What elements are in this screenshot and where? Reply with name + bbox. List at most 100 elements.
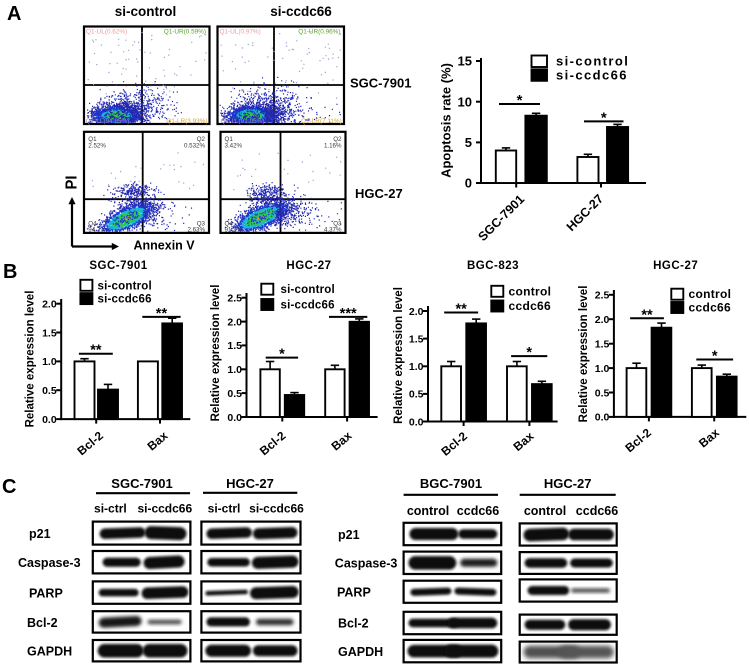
svg-text:**: **: [641, 307, 653, 323]
svg-text:C: C: [2, 476, 16, 498]
svg-text:Bcl-2: Bcl-2: [338, 617, 369, 631]
svg-text:**: **: [90, 343, 102, 359]
svg-text:*: *: [517, 92, 523, 109]
svg-text:ccdc66: ccdc66: [509, 299, 552, 313]
svg-text:si-control: si-control: [98, 280, 152, 292]
svg-text:HGC-27: HGC-27: [226, 476, 274, 491]
svg-text:3.42%: 3.42%: [225, 143, 243, 150]
svg-text:p21: p21: [29, 527, 51, 541]
svg-text:PARP: PARP: [29, 587, 63, 601]
svg-text:*: *: [712, 349, 718, 365]
svg-text:si-control: si-control: [115, 4, 177, 19]
svg-text:*: *: [526, 345, 532, 361]
svg-text:si-ccdc66: si-ccdc66: [281, 300, 335, 312]
svg-text:*: *: [279, 347, 285, 363]
svg-text:Q2: Q2: [197, 136, 206, 143]
svg-text:Caspase-3: Caspase-3: [18, 556, 81, 570]
svg-text:si-ccdc66: si-ccdc66: [98, 294, 152, 306]
svg-text:HGC-27: HGC-27: [286, 260, 331, 272]
svg-text:0.5: 0.5: [42, 385, 57, 397]
svg-text:5: 5: [465, 135, 472, 150]
svg-text:si-control: si-control: [556, 54, 629, 69]
svg-text:Q1: Q1: [225, 136, 234, 143]
svg-text:SGC-7901: SGC-7901: [111, 476, 172, 491]
svg-text:p21: p21: [338, 528, 360, 542]
svg-text:Q1: Q1: [88, 136, 97, 143]
svg-text:control: control: [407, 504, 449, 518]
svg-text:Relative expression level: Relative expression level: [393, 287, 405, 424]
svg-text:A: A: [7, 3, 21, 25]
svg-text:GAPDH: GAPDH: [338, 645, 383, 659]
svg-text:2.0: 2.0: [42, 298, 57, 310]
svg-text:Bcl-2: Bcl-2: [27, 616, 58, 630]
svg-text:1.0: 1.0: [595, 363, 610, 375]
svg-text:BGC-7901: BGC-7901: [420, 476, 482, 491]
svg-text:2.5: 2.5: [595, 290, 610, 302]
svg-text:PI: PI: [64, 176, 81, 190]
svg-text:0: 0: [465, 176, 472, 191]
svg-text:control: control: [689, 287, 732, 301]
svg-text:Caspase-3: Caspase-3: [335, 557, 398, 571]
svg-text:si-ccdc66: si-ccdc66: [249, 502, 304, 516]
svg-text:si-ccdc66: si-ccdc66: [137, 502, 192, 516]
svg-text:Relative expression level: Relative expression level: [578, 286, 590, 423]
svg-text:1.0: 1.0: [42, 356, 57, 368]
svg-text:SGC-7901: SGC-7901: [350, 76, 411, 91]
svg-text:Relative expression level: Relative expression level: [25, 291, 37, 428]
svg-text:Apoptosis rate (%): Apoptosis rate (%): [439, 63, 454, 178]
svg-text:Q1-LL(94.85%): Q1-LL(94.85%): [86, 118, 130, 125]
svg-text:***: ***: [340, 306, 357, 322]
svg-text:2.5: 2.5: [227, 292, 242, 304]
svg-text:2.0: 2.0: [595, 314, 610, 326]
svg-text:PARP: PARP: [337, 586, 371, 600]
svg-text:GAPDH: GAPDH: [27, 645, 72, 659]
svg-text:HGC-27: HGC-27: [653, 260, 698, 272]
svg-text:0.0: 0.0: [409, 416, 424, 428]
svg-text:1.16%: 1.16%: [324, 143, 342, 150]
svg-text:1.0: 1.0: [409, 361, 424, 373]
svg-text:*: *: [601, 109, 607, 126]
svg-text:si-ccdc66: si-ccdc66: [556, 67, 628, 82]
svg-text:1.5: 1.5: [409, 333, 424, 345]
svg-text:control: control: [509, 284, 552, 298]
svg-text:si-ccdc66: si-ccdc66: [270, 4, 332, 19]
svg-text:0.532%: 0.532%: [184, 143, 205, 150]
svg-text:10: 10: [458, 94, 472, 109]
svg-text:1.5: 1.5: [227, 340, 242, 352]
svg-text:Q1-UR(0.59%): Q1-UR(0.59%): [164, 29, 206, 36]
svg-text:SGC-7901: SGC-7901: [89, 260, 147, 272]
svg-text:ccdc66: ccdc66: [689, 301, 732, 315]
svg-text:2.52%: 2.52%: [88, 143, 106, 150]
svg-text:91.1%: 91.1%: [225, 227, 243, 234]
svg-text:Q1-LR(3.93%): Q1-LR(3.93%): [166, 118, 207, 125]
svg-text:Q1-UL(0.62%): Q1-UL(0.62%): [86, 29, 127, 36]
svg-text:Q1-LR(7.11%): Q1-LR(7.11%): [301, 118, 342, 125]
svg-text:1.5: 1.5: [595, 338, 610, 350]
svg-text:si-ctrl: si-ctrl: [94, 502, 127, 516]
svg-text:HGC-27: HGC-27: [355, 186, 403, 201]
svg-text:ccdc66: ccdc66: [457, 504, 499, 518]
svg-text:2.63%: 2.63%: [187, 227, 205, 234]
svg-text:Relative expression level: Relative expression level: [210, 285, 222, 422]
svg-text:control: control: [524, 504, 566, 518]
svg-text:15: 15: [458, 54, 472, 69]
svg-text:0.5: 0.5: [595, 387, 610, 399]
svg-text:0.0: 0.0: [595, 412, 610, 424]
svg-text:Q4: Q4: [225, 221, 234, 228]
svg-text:si-control: si-control: [281, 284, 335, 296]
svg-text:Q1-LL(91.05%): Q1-LL(91.05%): [221, 118, 265, 125]
svg-text:Q2: Q2: [333, 136, 342, 143]
svg-text:0.0: 0.0: [42, 414, 57, 426]
svg-text:Q3: Q3: [197, 221, 206, 228]
svg-text:Q3: Q3: [333, 221, 342, 228]
svg-text:2.0: 2.0: [227, 316, 242, 328]
svg-text:Q4: Q4: [88, 221, 97, 228]
svg-text:ccdc66: ccdc66: [576, 504, 618, 518]
svg-text:HGC-27: HGC-27: [544, 476, 592, 491]
svg-text:BGC-823: BGC-823: [467, 260, 519, 272]
svg-text:Q1-UL(0.97%): Q1-UL(0.97%): [220, 29, 261, 36]
svg-text:si-ctrl: si-ctrl: [208, 502, 241, 516]
svg-text:0.5: 0.5: [409, 389, 424, 401]
svg-text:1.5: 1.5: [42, 327, 57, 339]
svg-text:Annexin V: Annexin V: [134, 239, 196, 253]
